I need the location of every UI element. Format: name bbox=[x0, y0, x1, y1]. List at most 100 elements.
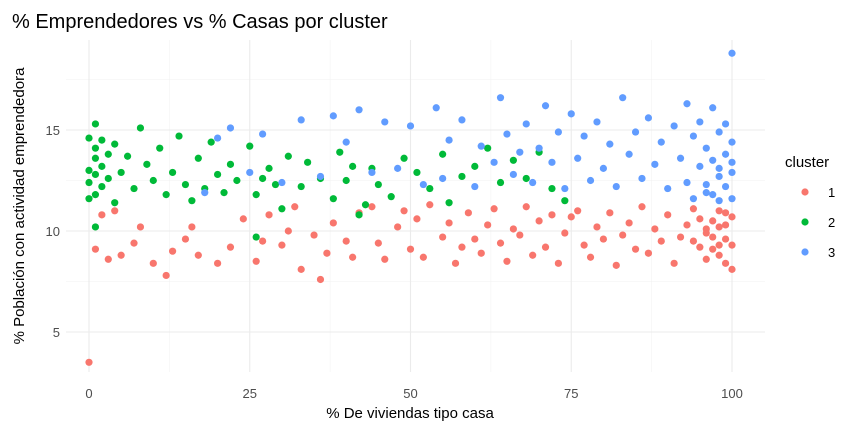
point-cluster-3 bbox=[439, 174, 447, 183]
point-cluster-2 bbox=[104, 174, 112, 183]
point-cluster-1 bbox=[445, 219, 453, 227]
point-cluster-1 bbox=[599, 235, 608, 243]
point-cluster-2 bbox=[252, 233, 260, 241]
point-cluster-1 bbox=[721, 221, 730, 229]
point-cluster-1 bbox=[721, 259, 730, 267]
point-cluster-2 bbox=[336, 148, 344, 156]
point-cluster-1 bbox=[709, 245, 717, 253]
x-tick-label: 0 bbox=[85, 386, 92, 401]
point-cluster-2 bbox=[233, 176, 241, 185]
point-cluster-1 bbox=[580, 241, 588, 249]
point-cluster-2 bbox=[91, 120, 100, 128]
point-cluster-1 bbox=[554, 259, 562, 267]
point-cluster-3 bbox=[702, 144, 710, 152]
point-cluster-3 bbox=[631, 128, 640, 136]
point-cluster-3 bbox=[657, 138, 665, 146]
point-cluster-3 bbox=[664, 184, 672, 193]
point-cluster-1 bbox=[368, 203, 376, 211]
point-cluster-1 bbox=[612, 261, 620, 269]
point-cluster-1 bbox=[702, 255, 710, 263]
point-cluster-2 bbox=[439, 150, 447, 158]
point-cluster-1 bbox=[394, 223, 402, 231]
point-cluster-3 bbox=[702, 189, 710, 197]
point-cluster-3 bbox=[683, 178, 691, 187]
point-cluster-3 bbox=[278, 178, 286, 187]
point-cluster-1 bbox=[464, 209, 472, 217]
point-cluster-1 bbox=[374, 239, 382, 247]
point-cluster-2 bbox=[278, 205, 286, 213]
point-cluster-3 bbox=[342, 138, 350, 146]
point-cluster-1 bbox=[651, 225, 659, 233]
point-cluster-3 bbox=[246, 168, 254, 177]
point-cluster-1 bbox=[548, 211, 556, 219]
point-cluster-1 bbox=[406, 245, 415, 253]
point-cluster-1 bbox=[676, 233, 685, 241]
point-cluster-3 bbox=[471, 182, 479, 191]
point-cluster-2 bbox=[226, 160, 235, 168]
point-cluster-2 bbox=[445, 199, 453, 207]
point-cluster-3 bbox=[503, 130, 511, 138]
point-cluster-3 bbox=[561, 184, 569, 193]
point-cluster-3 bbox=[406, 122, 415, 130]
point-cluster-3 bbox=[535, 144, 543, 152]
point-cluster-3 bbox=[214, 134, 222, 142]
point-cluster-2 bbox=[91, 144, 100, 152]
point-cluster-1 bbox=[535, 217, 543, 225]
point-cluster-3 bbox=[638, 174, 646, 183]
y-axis-label: % Población con actividad emprendedora bbox=[11, 67, 28, 344]
point-cluster-1 bbox=[683, 221, 691, 229]
point-cluster-1 bbox=[226, 243, 235, 251]
point-cluster-3 bbox=[651, 160, 659, 168]
y-tick-label: 10 bbox=[46, 224, 60, 239]
legend-title: cluster bbox=[785, 154, 829, 171]
point-cluster-3 bbox=[259, 130, 267, 138]
point-cluster-2 bbox=[284, 152, 292, 160]
point-cluster-2 bbox=[548, 184, 556, 193]
point-cluster-3 bbox=[490, 158, 498, 166]
point-cluster-1 bbox=[709, 217, 717, 225]
point-cluster-2 bbox=[98, 162, 106, 170]
point-cluster-2 bbox=[98, 182, 106, 191]
point-cluster-1 bbox=[259, 237, 267, 245]
point-cluster-2 bbox=[85, 134, 93, 142]
point-cluster-3 bbox=[458, 116, 466, 124]
point-cluster-2 bbox=[496, 178, 505, 187]
point-cluster-2 bbox=[355, 211, 363, 219]
point-cluster-1 bbox=[111, 207, 119, 215]
point-cluster-1 bbox=[541, 243, 550, 251]
point-cluster-1 bbox=[574, 207, 582, 215]
point-cluster-1 bbox=[728, 241, 736, 249]
chart-title: % Emprendedores vs % Casas por cluster bbox=[12, 11, 388, 33]
point-cluster-3 bbox=[728, 138, 736, 146]
point-cluster-1 bbox=[689, 205, 698, 213]
point-cluster-1 bbox=[419, 253, 427, 261]
y-tick-label: 5 bbox=[53, 325, 60, 340]
point-cluster-1 bbox=[631, 245, 640, 253]
point-cluster-3 bbox=[670, 122, 678, 130]
point-cluster-2 bbox=[91, 191, 100, 199]
point-cluster-2 bbox=[484, 144, 492, 152]
point-cluster-2 bbox=[252, 191, 260, 199]
point-cluster-3 bbox=[728, 49, 736, 57]
point-cluster-2 bbox=[265, 164, 273, 172]
point-cluster-3 bbox=[676, 154, 685, 162]
point-cluster-1 bbox=[104, 255, 112, 263]
x-tick-label: 100 bbox=[721, 386, 743, 401]
x-tick-label: 75 bbox=[564, 386, 578, 401]
legend-key-2 bbox=[801, 218, 809, 226]
point-cluster-2 bbox=[104, 150, 112, 158]
point-cluster-3 bbox=[201, 189, 209, 197]
point-cluster-1 bbox=[342, 237, 350, 245]
point-cluster-1 bbox=[638, 203, 646, 211]
point-cluster-3 bbox=[728, 168, 736, 177]
point-cluster-2 bbox=[374, 180, 382, 189]
point-cluster-2 bbox=[194, 154, 202, 162]
point-cluster-1 bbox=[586, 253, 595, 261]
point-cluster-3 bbox=[715, 164, 723, 172]
point-cluster-1 bbox=[291, 203, 299, 211]
point-cluster-1 bbox=[721, 209, 730, 217]
point-cluster-3 bbox=[477, 142, 485, 150]
point-cluster-1 bbox=[297, 265, 305, 273]
point-cluster-1 bbox=[278, 241, 286, 249]
point-cluster-1 bbox=[484, 221, 492, 229]
